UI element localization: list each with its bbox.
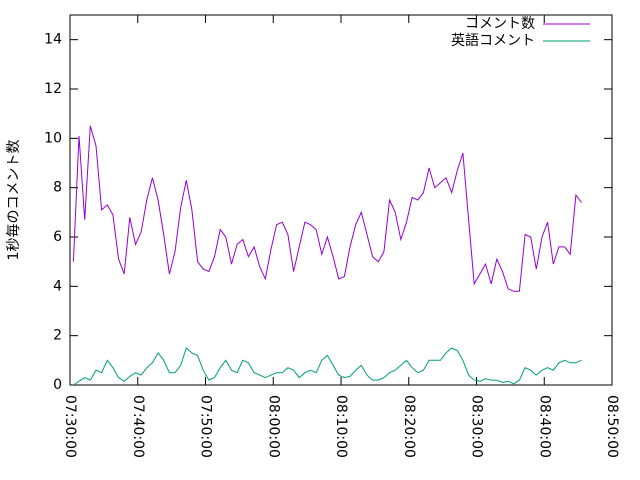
x-tick-label: 07:30:00 [62,395,78,458]
y-tick-label: 14 [44,32,62,48]
x-tick-label: 08:50:00 [604,395,620,458]
y-axis-label: 1秒毎のコメント数 [6,140,22,261]
y-tick-label: 10 [44,130,62,146]
x-tick-label: 08:30:00 [469,395,485,458]
x-tick-label: 07:40:00 [130,395,146,458]
legend-label: コメント数 [465,16,535,32]
x-tick-label: 08:10:00 [333,395,349,458]
y-tick-label: 0 [53,377,62,393]
legend-label: 英語コメント [451,32,535,49]
x-tick-label: 08:00:00 [265,395,281,458]
data-line [72,125,582,292]
x-tick-label: 08:40:00 [536,395,552,458]
plot-frame [69,14,613,386]
data-line [73,347,582,386]
y-tick-label: 2 [53,328,62,344]
x-tick-label: 08:20:00 [401,395,417,458]
y-tick-label: 12 [44,81,62,97]
x-tick-label: 07:50:00 [198,395,214,458]
y-tick-label: 8 [53,180,62,196]
y-tick-label: 4 [53,278,62,294]
y-tick-label: 6 [53,229,62,245]
